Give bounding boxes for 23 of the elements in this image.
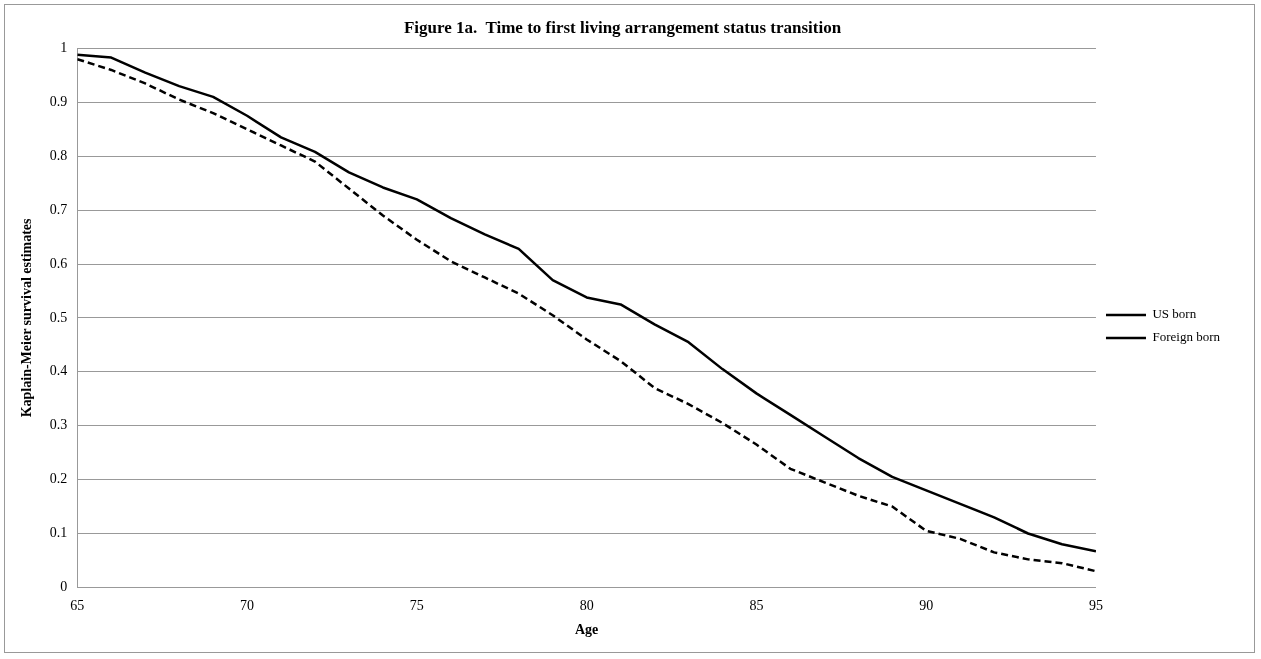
y-tick-label: 0.5 xyxy=(49,309,68,325)
x-axis-title: Age xyxy=(574,622,599,638)
x-tick-label: 95 xyxy=(1088,598,1103,614)
x-tick-label: 65 xyxy=(70,598,85,614)
y-tick-label: 0.1 xyxy=(49,525,68,541)
y-tick-label: 0.6 xyxy=(49,255,68,271)
x-tick-label: 90 xyxy=(919,598,934,614)
legend-label: US born xyxy=(1152,306,1197,322)
y-tick-label: 0.8 xyxy=(49,147,68,163)
y-tick-label: 1 xyxy=(60,40,68,56)
x-tick-label: 80 xyxy=(579,598,594,614)
x-tick-label: 70 xyxy=(240,598,255,614)
y-tick-label: 0.9 xyxy=(49,93,68,109)
y-tick-label: 0.2 xyxy=(49,471,68,487)
y-axis-title: Kaplain-Meier survival estimates xyxy=(19,217,35,418)
x-tick-label: 75 xyxy=(409,598,424,614)
y-tick-label: 0.4 xyxy=(49,363,68,379)
legend-label: Foreign born xyxy=(1152,329,1221,345)
y-tick-label: 0.7 xyxy=(49,201,68,217)
chart-title: Figure 1a. Time to first living arrangement status transition xyxy=(403,17,842,37)
x-tick-label: 85 xyxy=(749,598,764,614)
y-tick-label: 0 xyxy=(60,579,68,595)
y-tick-label: 0.3 xyxy=(49,417,68,433)
